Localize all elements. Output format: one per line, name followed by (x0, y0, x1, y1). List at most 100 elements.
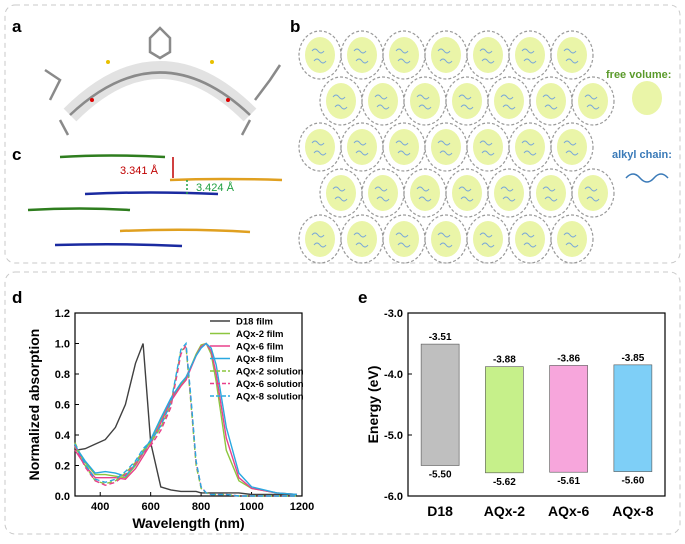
alkyl-chain (353, 232, 369, 248)
free-volume (389, 129, 419, 165)
panel-label: d (12, 288, 22, 307)
legend-label: AQx-2 solution (236, 367, 304, 378)
alkyl-chain (479, 140, 495, 156)
value-label: -5.62 (493, 477, 516, 488)
alkyl-chain (521, 48, 537, 64)
free-volume (347, 221, 377, 257)
free-volume (431, 221, 461, 257)
free-volume (305, 221, 335, 257)
free-volume (536, 83, 566, 119)
free-volume-icon (632, 81, 662, 115)
y-tick-label: 1.2 (55, 308, 70, 320)
alkyl-chain (416, 94, 432, 110)
free-volume (515, 129, 545, 165)
free-volume (305, 129, 335, 165)
free-volume (557, 37, 587, 73)
stacking (27, 154, 283, 248)
panel-label: e (358, 288, 367, 307)
alkyl-chain (416, 186, 432, 202)
bar (613, 364, 653, 472)
free-volume (557, 129, 587, 165)
free-volume (494, 175, 524, 211)
legend-label: alkyl chain: (612, 149, 672, 161)
alkyl-chain (437, 232, 453, 248)
alkyl-chain (395, 140, 411, 156)
alkyl-chain (458, 186, 474, 202)
alkyl-chain (500, 94, 516, 110)
alkyl-chain (311, 140, 327, 156)
alkyl-chain (395, 48, 411, 64)
y-axis-label: Normalized absorption (26, 329, 42, 481)
series-line (74, 343, 297, 496)
alkyl-chain (374, 94, 390, 110)
alkyl-chain (479, 232, 495, 248)
free-volume (431, 129, 461, 165)
free-volume (326, 175, 356, 211)
y-tick-label: 0.4 (55, 430, 71, 442)
framework (550, 122, 594, 172)
alkyl-chain (332, 186, 348, 202)
x-tick-label: D18 (427, 503, 453, 519)
alkyl-chain-icon (625, 173, 669, 183)
free-volume (431, 37, 461, 73)
free-volume (410, 83, 440, 119)
free-volume (326, 83, 356, 119)
free-volume (452, 83, 482, 119)
molecule (44, 26, 282, 136)
x-axis-label: Wavelength (nm) (132, 515, 244, 531)
free-volume (536, 175, 566, 211)
alkyl-chain (584, 186, 600, 202)
value-label: -3.88 (493, 355, 516, 366)
free-volume (347, 37, 377, 73)
framework (571, 168, 615, 218)
y-tick-label: 0.6 (55, 400, 70, 412)
free-volume (389, 221, 419, 257)
panel-label: a (12, 17, 22, 36)
series-line (74, 342, 298, 496)
y-axis-label: Energy (eV) (365, 366, 381, 444)
distance-label: 3.341 Å (120, 164, 159, 177)
series-line (74, 342, 298, 496)
x-tick-label: 600 (141, 501, 159, 513)
y-tick-label: 1.0 (55, 339, 70, 351)
free-volume (557, 221, 587, 257)
alkyl-chain (521, 140, 537, 156)
legend-label: free volume: (606, 69, 671, 81)
alkyl-chain (395, 232, 411, 248)
value-label: -3.85 (621, 353, 644, 364)
framework (571, 76, 615, 126)
bar (549, 365, 588, 473)
value-label: -5.61 (557, 476, 580, 487)
legend-label: AQx-8 solution (236, 392, 304, 403)
y-tick-label: 0.2 (55, 461, 70, 473)
free-volume (515, 37, 545, 73)
y-tick-label: 0.0 (55, 491, 70, 503)
value-label: -5.50 (429, 470, 452, 481)
y-tick-label: -3.0 (384, 308, 403, 320)
packing-lattice (298, 30, 615, 264)
alkyl-chain (500, 186, 516, 202)
free-volume (368, 83, 398, 119)
alkyl-chain (542, 186, 558, 202)
free-volume (578, 175, 608, 211)
x-tick-label: 1200 (290, 501, 314, 513)
top-panel-frame (4, 4, 681, 264)
free-volume (347, 129, 377, 165)
y-tick-label: -6.0 (384, 491, 403, 503)
x-tick-label: 400 (91, 501, 109, 513)
bar (485, 366, 524, 474)
series-line (74, 341, 297, 497)
alkyl-chain (563, 48, 579, 64)
distance-label: 3.424 Å (196, 181, 235, 194)
value-label: -5.60 (621, 476, 644, 487)
free-volume (452, 175, 482, 211)
series-line (74, 342, 298, 496)
y-tick-label: -4.0 (384, 369, 403, 381)
alkyl-chain (353, 48, 369, 64)
legend-label: AQx-8 film (236, 354, 284, 365)
value-label: -3.86 (557, 353, 580, 364)
free-volume (473, 37, 503, 73)
bottom-panel-frame (4, 271, 681, 535)
alkyl-chain (332, 94, 348, 110)
alkyl-chain (563, 140, 579, 156)
